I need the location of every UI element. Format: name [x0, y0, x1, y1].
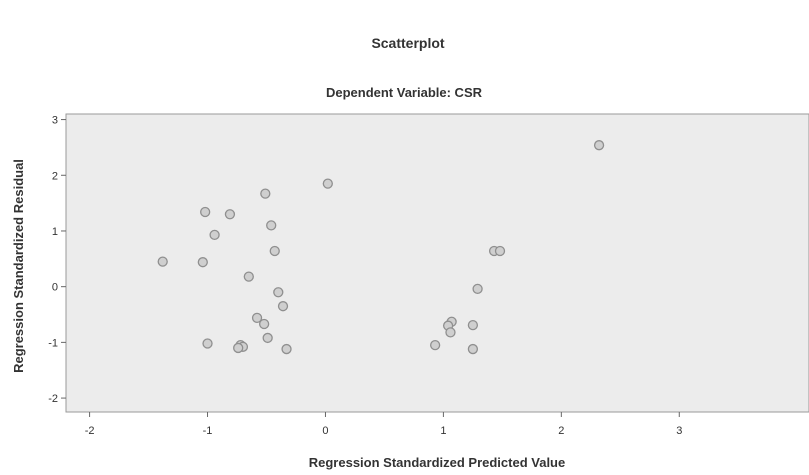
y-axis-ticks: -2 -1 0 1 2 3 [48, 115, 66, 405]
data-point [269, 245, 280, 257]
data-point [258, 318, 270, 330]
x-tick-label: 3 [676, 425, 682, 437]
data-point [224, 209, 236, 220]
x-tick-label: -1 [203, 425, 213, 437]
x-axis-label: Regression Standardized Predicted Value [309, 455, 565, 470]
y-tick-label: 2 [52, 170, 58, 182]
plot-area [65, 113, 809, 413]
data-point [445, 327, 456, 338]
data-point [467, 319, 479, 331]
data-point [281, 343, 292, 355]
y-tick-label: 1 [52, 226, 58, 238]
data-point [467, 343, 479, 355]
data-point [472, 283, 483, 295]
data-point [243, 271, 254, 282]
y-tick-label: -2 [48, 393, 58, 405]
data-point [251, 312, 263, 324]
data-point [197, 257, 208, 268]
y-tick-label: 0 [52, 282, 58, 294]
data-point [202, 338, 213, 349]
chart-title: Scatterplot [371, 35, 444, 51]
x-tick-label: 0 [322, 425, 328, 437]
data-point [233, 342, 244, 354]
chart-subtitle: Dependent Variable: CSR [326, 85, 483, 100]
data-point [260, 188, 271, 199]
data-point [277, 301, 289, 312]
y-tick-label: -1 [48, 337, 58, 349]
data-points [157, 140, 605, 355]
data-point [429, 340, 441, 351]
x-tick-label: 2 [558, 425, 564, 437]
data-point [266, 220, 277, 231]
data-point [494, 245, 506, 257]
x-axis-ticks: -2 -1 0 1 2 3 [85, 412, 682, 437]
data-point [157, 256, 168, 267]
data-point [273, 287, 284, 298]
data-point [593, 140, 605, 151]
data-point [262, 332, 273, 344]
x-tick-label: 1 [440, 425, 446, 437]
y-axis-label: Regression Standardized Residual [11, 159, 26, 373]
y-tick-label: 3 [52, 115, 58, 127]
data-point [322, 178, 333, 189]
data-point [209, 229, 220, 241]
x-tick-label: -2 [85, 425, 95, 437]
data-point [200, 206, 211, 218]
